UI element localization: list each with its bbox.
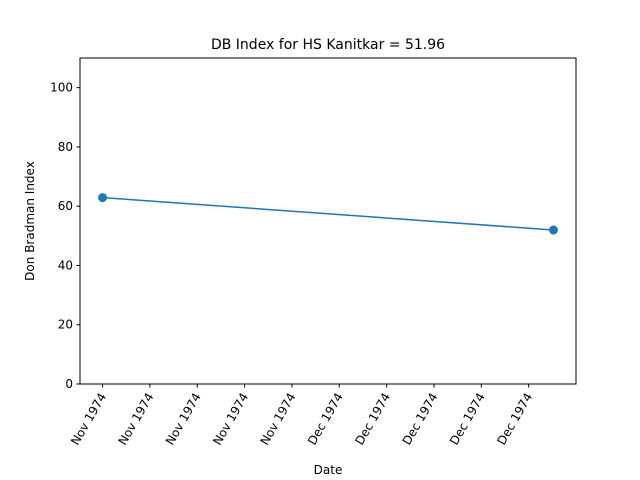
chart-title: DB Index for HS Kanitkar = 51.96 <box>211 37 445 53</box>
y-axis: 0 20 40 60 80 100 <box>50 81 80 391</box>
y-tick-label: 100 <box>50 81 73 95</box>
y-tick-label: 60 <box>58 199 73 213</box>
y-tick-label: 20 <box>58 318 73 332</box>
y-tick-label: 80 <box>58 140 73 154</box>
series-layer <box>98 193 558 235</box>
y-tick-label: 40 <box>58 258 73 272</box>
data-point <box>548 225 558 235</box>
y-axis-label: Don Bradman Index <box>23 161 37 281</box>
y-tick-label: 0 <box>65 377 73 391</box>
data-point <box>98 193 108 203</box>
plot-area <box>79 57 577 385</box>
x-axis-label: Date <box>314 463 343 477</box>
series-line <box>102 196 554 231</box>
